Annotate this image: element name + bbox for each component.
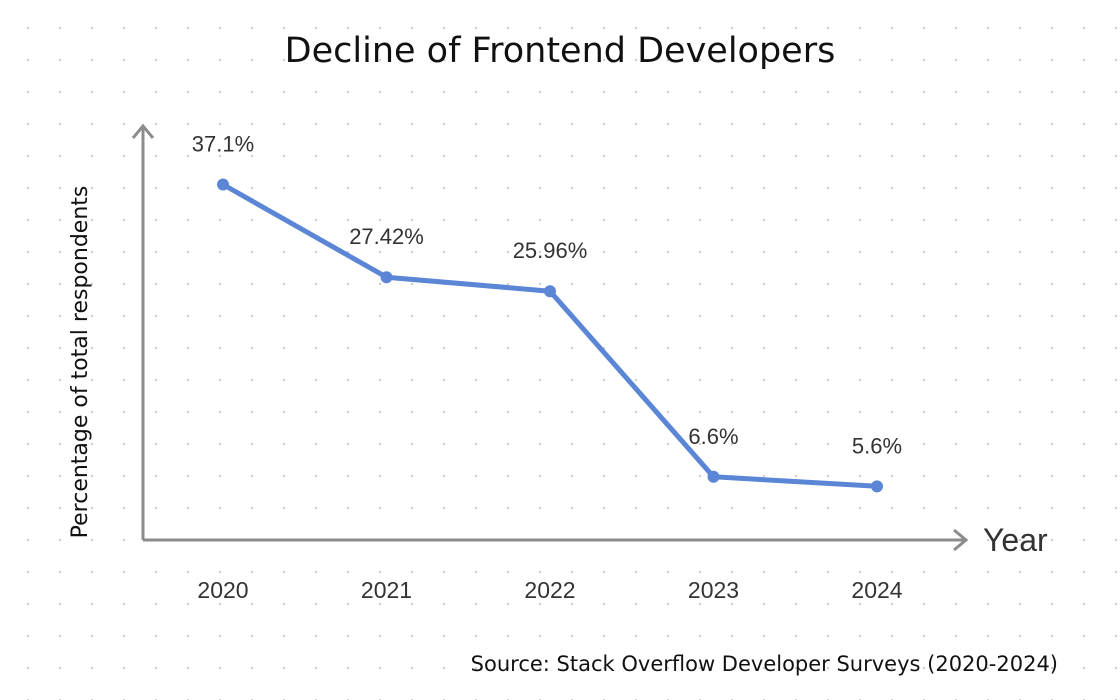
axes xyxy=(131,123,969,552)
series-layer: 37.1% 27.42% 25.96% 6.6% 5.6% xyxy=(192,131,902,493)
x-tick-label-2024: 2024 xyxy=(851,577,902,603)
y-axis-label: Percentage of total respondents xyxy=(68,186,93,539)
source-note: Source: Stack Overflow Developer Surveys… xyxy=(471,652,1058,676)
x-tick-labels: 2020 2021 2022 2023 2024 xyxy=(197,577,902,603)
data-point-2022 xyxy=(544,285,556,298)
data-point-2020 xyxy=(217,178,229,191)
x-tick-label-2020: 2020 xyxy=(197,577,248,603)
x-tick-label-2021: 2021 xyxy=(361,577,412,603)
x-axis-label: Year xyxy=(983,522,1048,558)
data-point-2021 xyxy=(380,271,393,284)
chart-title: Decline of Frontend Developers xyxy=(285,31,836,71)
data-point-2023 xyxy=(707,470,720,483)
x-tick-label-2022: 2022 xyxy=(524,577,575,603)
data-label-2024: 5.6% xyxy=(852,433,902,458)
data-label-2022: 25.96% xyxy=(513,238,588,263)
data-label-2021: 27.42% xyxy=(349,224,424,249)
data-point-2024 xyxy=(871,480,883,493)
y-axis-arrowhead xyxy=(131,123,155,139)
x-axis-arrowhead xyxy=(953,528,969,552)
data-label-2020: 37.1% xyxy=(192,131,254,156)
series-line xyxy=(220,182,880,489)
data-label-2023: 6.6% xyxy=(688,424,738,449)
x-tick-label-2023: 2023 xyxy=(688,577,739,603)
